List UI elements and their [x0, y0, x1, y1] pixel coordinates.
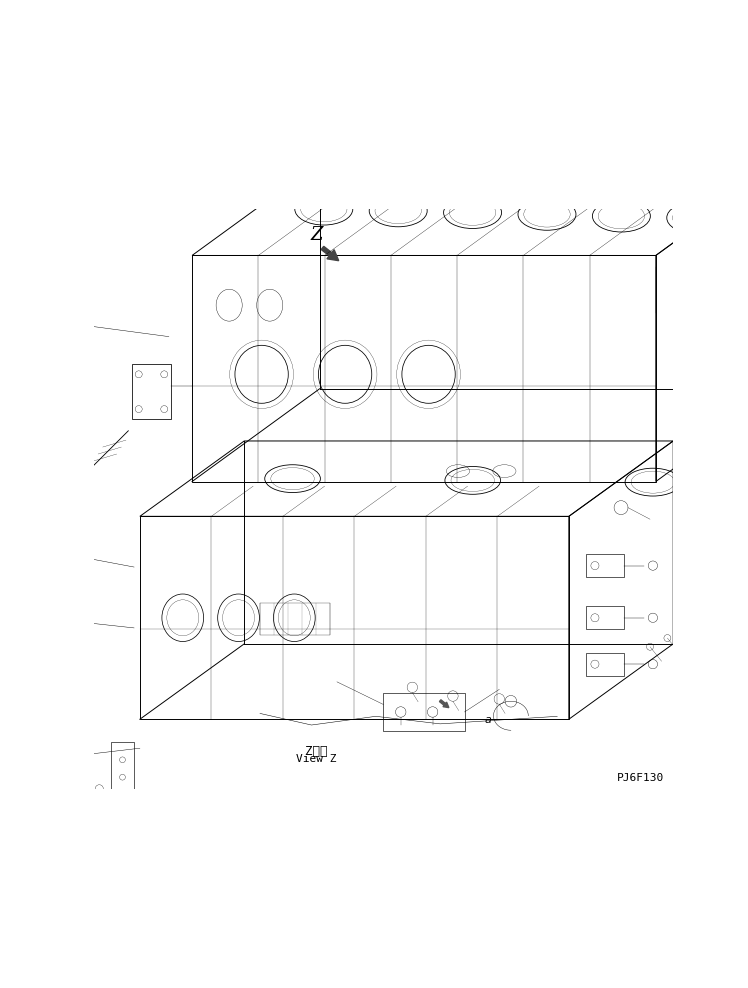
Text: Z: Z [310, 226, 323, 244]
Text: PJ6F130: PJ6F130 [617, 774, 664, 783]
Text: View Z: View Z [296, 754, 337, 764]
FancyArrow shape [439, 700, 449, 707]
Text: Z　視: Z 視 [305, 745, 328, 758]
Text: a: a [484, 714, 491, 724]
FancyArrow shape [321, 246, 339, 261]
